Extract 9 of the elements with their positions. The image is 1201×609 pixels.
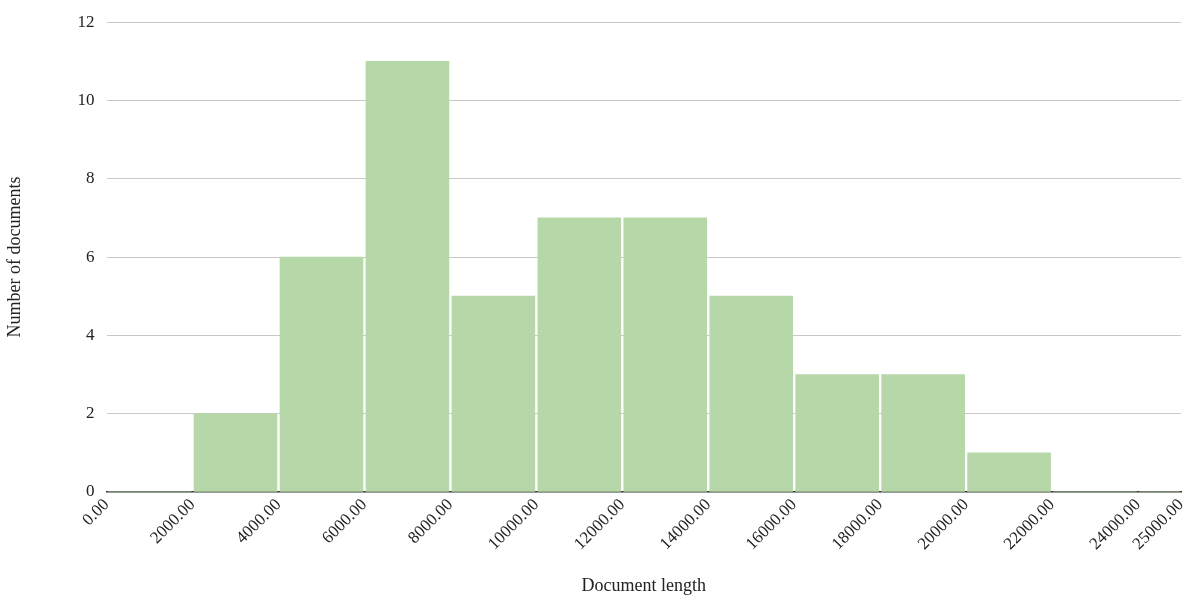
x-axis-title: Document length <box>581 574 707 595</box>
y-tick-label: 8 <box>86 168 95 188</box>
y-tick-label: 2 <box>86 403 95 423</box>
y-tick-label: 6 <box>86 246 95 266</box>
y-tick-label: 12 <box>77 11 95 31</box>
y-tick-label: 0 <box>86 481 95 501</box>
y-tick-label: 4 <box>86 324 96 344</box>
y-tick-label: 10 <box>77 89 95 109</box>
y-axis-title: Number of documents <box>3 176 24 338</box>
